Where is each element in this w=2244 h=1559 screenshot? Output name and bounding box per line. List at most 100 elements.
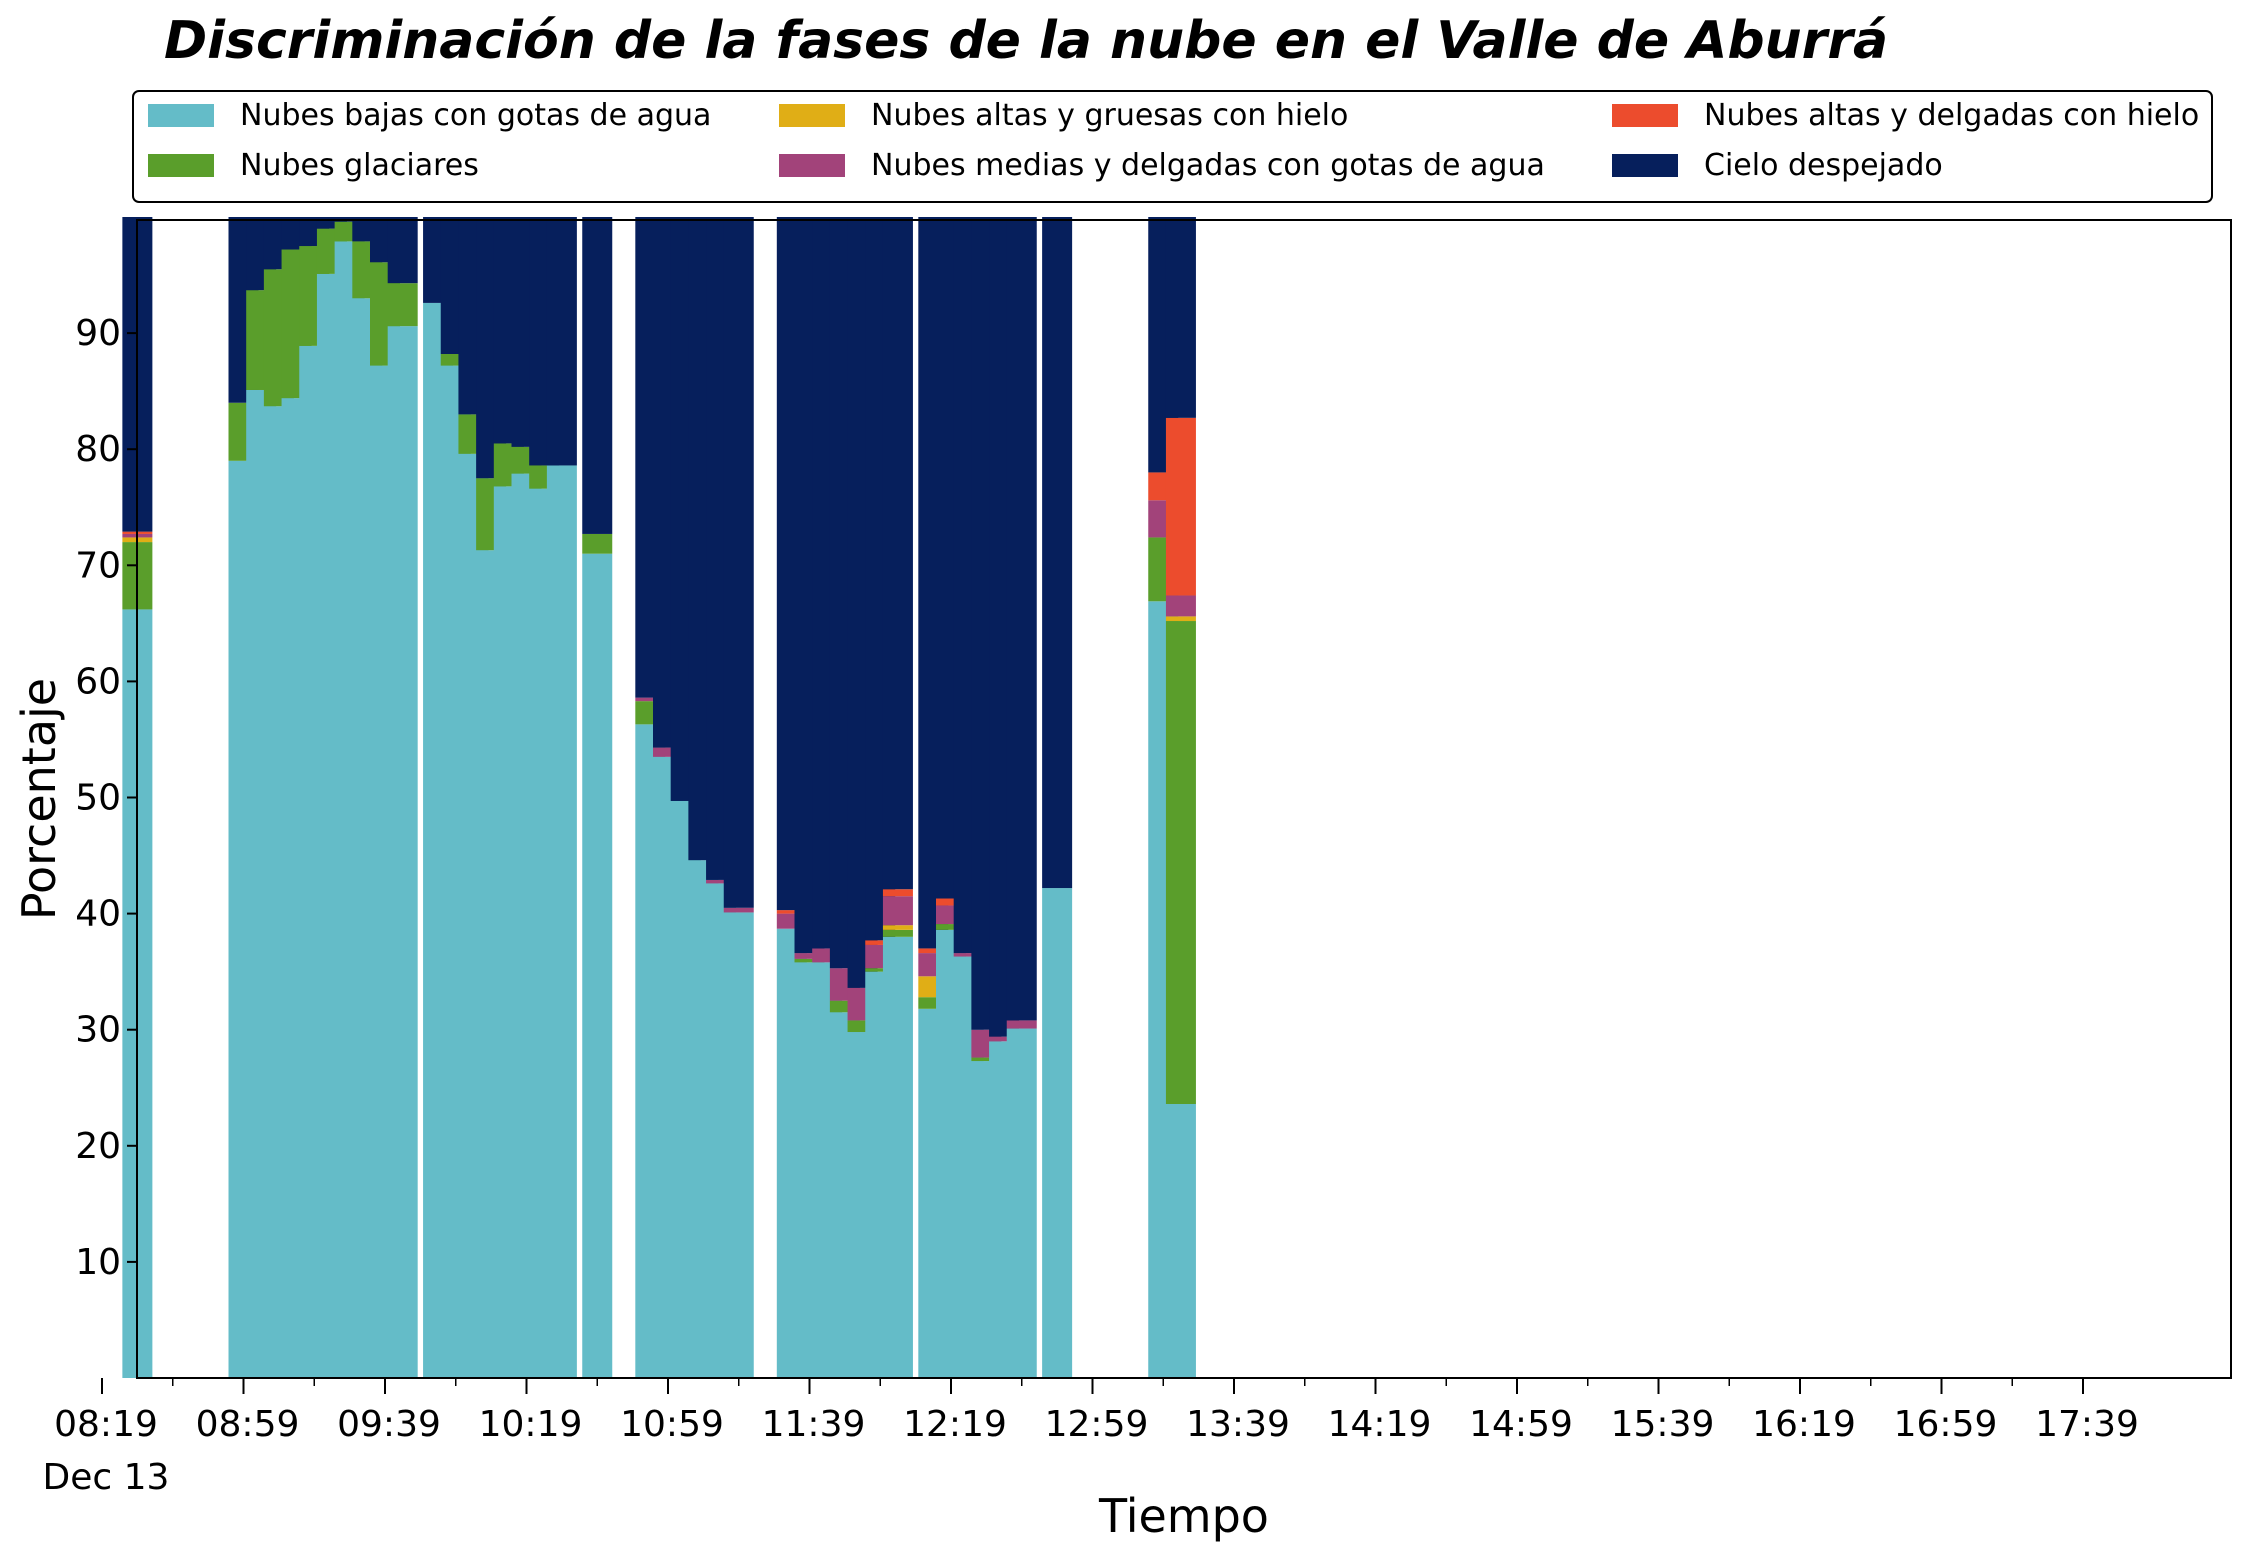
bars	[122, 217, 1196, 1379]
y-tick-label: 60	[75, 661, 121, 702]
bar-segment	[865, 968, 896, 972]
bar-segment	[882, 217, 913, 890]
bar-stack	[582, 217, 613, 1378]
bar-segment	[1042, 217, 1073, 889]
bar-segment	[653, 747, 683, 757]
bar-segment	[387, 217, 418, 284]
x-tick-label: 13:39	[1186, 1404, 1290, 1445]
legend-item: Nubes medias y delgadas con gotas de agu…	[779, 148, 1545, 183]
legend-item: Cielo despejado	[1612, 148, 1943, 183]
legend-label: Cielo despejado	[1704, 148, 1943, 183]
legend-item: Nubes altas y gruesas con hielo	[779, 98, 1348, 133]
bar-segment	[794, 953, 825, 959]
y-tick-label: 70	[75, 545, 121, 586]
bar-segment	[706, 879, 737, 884]
legend-label: Nubes glaciares	[240, 148, 479, 183]
bar-segment	[882, 896, 913, 926]
x-tick-label: 14:59	[1469, 1404, 1573, 1445]
legend-swatch	[1612, 154, 1678, 177]
bar-stack	[1006, 217, 1037, 1378]
bar-segment	[847, 1020, 878, 1033]
x-tick-label: 11:39	[762, 1404, 866, 1445]
x-tick-label: 12:19	[903, 1404, 1007, 1445]
bar-segment	[582, 533, 613, 554]
bar-segment	[1006, 217, 1037, 1021]
bar-segment	[723, 912, 754, 1378]
legend-label: Nubes altas y gruesas con hielo	[871, 98, 1348, 133]
bar-stack	[387, 217, 418, 1378]
bar-segment	[1165, 621, 1196, 1105]
y-tick-label: 50	[75, 778, 121, 819]
bar-segment	[776, 910, 807, 914]
y-axis: 10 20 30 40 50 60 70 80 90	[75, 313, 137, 1283]
bar-segment	[1006, 1020, 1037, 1029]
bar-segment	[546, 465, 577, 1379]
bar-stack	[1042, 217, 1073, 1378]
legend-swatch	[148, 104, 214, 127]
legend-swatch	[779, 154, 845, 177]
bar-segment	[387, 326, 418, 1378]
bar-segment	[882, 936, 913, 1378]
legend-swatch	[779, 104, 845, 127]
x-tick-label: 15:39	[1611, 1404, 1715, 1445]
bar-segment	[635, 697, 666, 702]
bar-segment	[971, 1057, 1002, 1062]
x-tick-label: 17:39	[2035, 1404, 2139, 1445]
x-tick-label: 08:19	[54, 1404, 158, 1445]
x-tick-label: 10:59	[620, 1404, 724, 1445]
x-tick-label: 08:59	[196, 1404, 300, 1445]
x-axis-title: Tiempo	[1098, 1489, 1269, 1543]
bar-segment	[865, 940, 896, 945]
bar-segment	[882, 929, 913, 937]
legend-swatch	[148, 154, 214, 177]
legend-item: Nubes altas y delgadas con hielo	[1612, 98, 2199, 133]
bar-segment	[582, 553, 613, 1378]
plot-frame	[136, 219, 2232, 1379]
legend-swatch	[1612, 104, 1678, 127]
bar-segment	[316, 217, 347, 229]
bar-segment	[1165, 1104, 1196, 1378]
bar-segment	[953, 953, 984, 957]
x-axis: 08:19 08:59 09:39 10:19 10:59 11:39 12:19 12:59…	[43, 1378, 2139, 1498]
legend-item: Nubes glaciares	[148, 148, 479, 183]
y-tick-label: 40	[75, 894, 121, 935]
bar-segment	[582, 217, 613, 534]
legend-label: Nubes bajas con gotas de agua	[240, 98, 711, 133]
bar-segment	[794, 958, 825, 963]
bar-segment	[1006, 1028, 1037, 1378]
x-tick-label: 16:19	[1752, 1404, 1856, 1445]
bar-segment	[1165, 217, 1196, 418]
bar-segment	[1165, 595, 1196, 617]
bar-stack	[882, 217, 913, 1378]
bar-segment	[723, 217, 754, 908]
x-tick-label: 14:19	[1328, 1404, 1432, 1445]
bar-segment	[882, 925, 913, 930]
bar-stack	[1165, 217, 1196, 1378]
bar-segment	[1165, 616, 1196, 622]
legend: Nubes bajas con gotas de agua Nubes glaci…	[132, 90, 2213, 203]
bar-segment	[936, 924, 966, 930]
bar-segment	[936, 898, 966, 906]
plot-area: 10 20 30 40 50 60 70 80 90 08:19 08:59 09:39 10:19 1…	[43, 217, 2232, 1498]
x-tick-label: 12:59	[1045, 1404, 1149, 1445]
y-tick-label: 90	[75, 313, 121, 354]
bar-segment	[440, 353, 471, 366]
bar-segment	[918, 997, 949, 1009]
y-tick-label: 80	[75, 429, 121, 470]
x-tick-label: 09:39	[337, 1404, 441, 1445]
legend-item: Nubes bajas con gotas de agua	[148, 98, 711, 133]
bar-segment	[1042, 888, 1073, 1378]
bar-segment	[1165, 417, 1196, 596]
y-tick-label: 10	[75, 1242, 121, 1283]
x-tick-label: 10:19	[479, 1404, 583, 1445]
chart-title: Discriminación de la fases de la nube en…	[164, 11, 1888, 71]
bar-segment	[989, 1036, 1020, 1042]
y-tick-label: 20	[75, 1126, 121, 1167]
bar-stack	[546, 217, 577, 1379]
bar-segment	[918, 948, 949, 954]
x-tick-label: 16:59	[1894, 1404, 1998, 1445]
legend-frame	[132, 90, 2213, 203]
legend-label: Nubes altas y delgadas con hielo	[1704, 98, 2199, 133]
legend-label: Nubes medias y delgadas con gotas de agu…	[871, 148, 1545, 183]
